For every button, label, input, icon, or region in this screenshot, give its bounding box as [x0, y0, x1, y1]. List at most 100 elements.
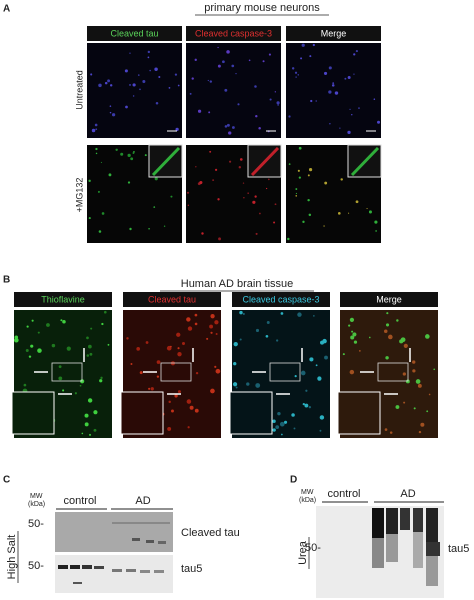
- cell: [319, 429, 322, 432]
- cell: [300, 57, 303, 60]
- cell: [332, 82, 335, 85]
- cell: [132, 83, 136, 87]
- roi-box: [51, 362, 83, 382]
- cell: [349, 108, 351, 110]
- roi-box: [377, 362, 409, 382]
- inset-neurite: [151, 146, 181, 177]
- cell: [201, 232, 204, 235]
- cell: [255, 328, 260, 333]
- cell: [209, 150, 212, 153]
- cell: [358, 349, 361, 352]
- cell: [235, 386, 238, 389]
- cell: [156, 375, 160, 378]
- cell: [100, 161, 102, 164]
- cell: [147, 50, 151, 54]
- cell: [186, 317, 191, 322]
- cell: [207, 79, 209, 82]
- cell: [400, 337, 406, 343]
- blot-smears: [372, 508, 440, 586]
- cell: [337, 212, 341, 215]
- cell: [224, 125, 228, 128]
- cell: [194, 58, 197, 62]
- cell: [209, 324, 214, 329]
- cell: [349, 369, 355, 375]
- cell: [297, 169, 300, 172]
- cell: [433, 368, 436, 371]
- cell: [187, 204, 189, 206]
- cell: [277, 411, 281, 416]
- cell: [23, 383, 27, 387]
- cell: [147, 56, 150, 59]
- column-header: Cleaved caspase-3: [195, 28, 272, 38]
- cell: [309, 55, 312, 58]
- cell: [348, 324, 351, 327]
- cell: [274, 203, 277, 206]
- micrograph: [286, 43, 381, 138]
- cell: [109, 84, 113, 87]
- cell: [403, 401, 406, 404]
- cell: [214, 365, 217, 368]
- cell: [115, 148, 118, 151]
- cell: [210, 388, 215, 394]
- cell: [139, 88, 141, 91]
- column-header-bg: [340, 292, 438, 307]
- cell: [101, 322, 104, 326]
- cell: [385, 323, 390, 327]
- cell: [224, 88, 228, 92]
- cell: [342, 353, 345, 356]
- cell: [167, 426, 172, 431]
- cell: [109, 105, 112, 107]
- cell: [353, 340, 358, 344]
- cell: [255, 383, 261, 388]
- cell: [137, 74, 140, 76]
- cell: [349, 317, 355, 322]
- cell: [331, 84, 335, 87]
- cell: [86, 336, 89, 340]
- cell: [95, 152, 98, 155]
- cell: [301, 43, 305, 47]
- cell: [155, 102, 159, 105]
- cell: [246, 382, 250, 386]
- cell: [308, 213, 312, 217]
- cell: [247, 192, 249, 194]
- inset-neurite: [350, 146, 380, 177]
- cell: [340, 178, 343, 181]
- inset: [229, 391, 273, 435]
- cell: [46, 323, 50, 327]
- cell: [242, 312, 245, 316]
- cell: [177, 351, 182, 357]
- cell: [239, 158, 243, 161]
- cell: [217, 64, 221, 68]
- cell: [242, 182, 245, 184]
- cell: [95, 128, 98, 131]
- cell: [275, 339, 279, 342]
- cell: [30, 344, 34, 348]
- cell: [93, 428, 97, 432]
- cell: [214, 320, 219, 325]
- cell: [186, 399, 192, 404]
- blot: [55, 512, 173, 552]
- cell: [99, 379, 103, 383]
- cell: [302, 220, 305, 224]
- cell: [191, 77, 194, 80]
- cell: [412, 369, 416, 373]
- cell: [218, 237, 222, 241]
- cell: [232, 382, 238, 387]
- mw-label: (kDa): [299, 497, 316, 504]
- cell: [324, 181, 328, 185]
- column-header: Cleaved caspase-3: [242, 294, 319, 304]
- row-label: Untreated: [74, 70, 84, 110]
- cell: [358, 107, 360, 109]
- cell: [129, 84, 131, 86]
- cell: [294, 71, 298, 74]
- column-header-bg: [286, 26, 381, 41]
- cell: [154, 67, 158, 72]
- fraction-label: High Salt: [6, 535, 18, 580]
- cell: [189, 405, 194, 410]
- cell: [145, 341, 149, 344]
- cell: [175, 127, 179, 131]
- cell: [415, 379, 421, 384]
- cell: [388, 334, 393, 340]
- cell: [37, 348, 42, 353]
- cell: [127, 153, 131, 158]
